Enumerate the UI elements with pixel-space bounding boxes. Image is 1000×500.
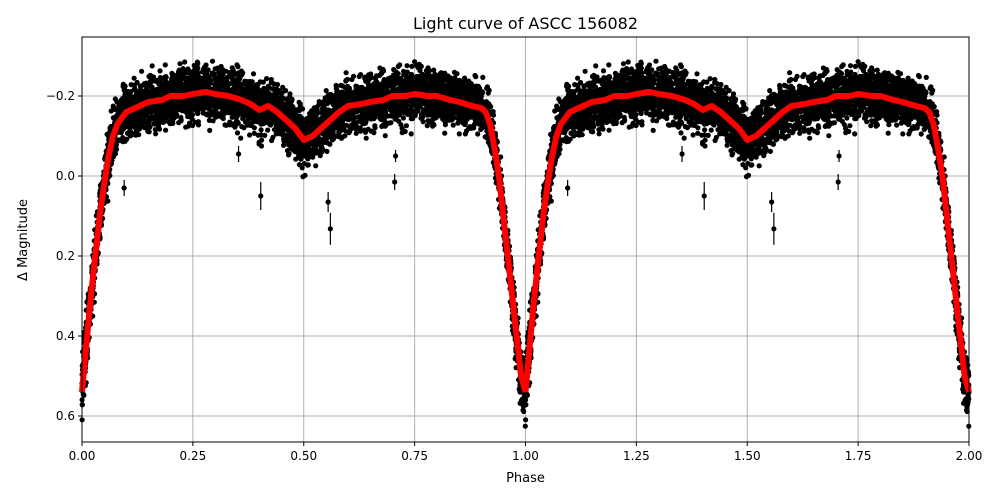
observation-point: [831, 120, 838, 126]
observation-point: [490, 109, 496, 115]
observation-point: [826, 133, 832, 139]
observation-point: [288, 144, 294, 150]
observation-point: [234, 130, 241, 136]
observation-point: [678, 130, 684, 136]
observation-point: [285, 152, 292, 158]
observation-point: [667, 74, 674, 81]
observation-point: [417, 68, 423, 74]
observation-point: [625, 59, 631, 65]
observation-point: [847, 63, 854, 69]
observation-point: [372, 75, 378, 81]
observation-point: [180, 66, 186, 72]
observation-point: [756, 163, 762, 169]
observation-point: [480, 74, 486, 80]
observation-point: [431, 67, 437, 73]
observation-point: [132, 86, 138, 92]
observation-point: [895, 69, 901, 75]
observation-point: [600, 126, 606, 132]
observation-point: [194, 59, 200, 65]
observation-point: [349, 76, 355, 83]
observation-point: [724, 142, 730, 148]
observation-point: [801, 72, 807, 78]
observation-point: [622, 117, 628, 123]
observation-point: [638, 59, 644, 65]
observation-point: [456, 131, 462, 137]
observation-point: [313, 163, 319, 169]
observation-point: [624, 66, 630, 72]
chart-title: Light curve of ASCC 156082: [413, 14, 638, 33]
observation-point: [404, 63, 410, 69]
observation-point: [399, 130, 405, 136]
observation-point: [860, 68, 867, 74]
observation-point: [712, 137, 718, 144]
observation-point: [843, 130, 849, 136]
observation-point: [182, 59, 188, 65]
observation-point: [363, 135, 369, 141]
observation-point: [748, 156, 754, 162]
observation-point: [124, 136, 130, 142]
observation-point: [178, 117, 184, 123]
observation-point: [792, 76, 799, 83]
observation-point: [451, 69, 457, 75]
observation-point: [301, 160, 307, 167]
observation-point: [745, 160, 751, 167]
observation-point: [478, 126, 484, 132]
observation-point: [923, 74, 929, 80]
observation-point: [388, 120, 394, 126]
observation-point: [909, 79, 916, 85]
observation-point: [224, 74, 230, 81]
observation-point: [596, 131, 602, 137]
observation-point: [731, 144, 738, 150]
observation-point: [900, 131, 906, 137]
observation-point: [729, 152, 735, 158]
observation-point: [921, 126, 927, 132]
observation-point: [816, 75, 822, 81]
observation-point: [269, 137, 275, 144]
observation-point: [654, 118, 660, 124]
observation-point: [207, 127, 213, 133]
observation-point: [934, 109, 940, 115]
observation-point: [382, 133, 388, 139]
observation-point: [575, 86, 581, 92]
observation-point: [153, 131, 159, 137]
observation-point: [156, 126, 163, 132]
observation-point: [358, 72, 364, 78]
observation-point: [209, 58, 216, 64]
observation-point: [305, 156, 311, 162]
observation-point: [162, 62, 168, 68]
observation-point: [466, 79, 472, 85]
observation-point: [874, 67, 880, 73]
observation-point: [567, 136, 573, 142]
observation-point: [650, 127, 656, 133]
observation-point: [807, 135, 813, 141]
observation-point: [281, 142, 287, 148]
observation-point: [653, 58, 659, 64]
observation-point: [210, 118, 216, 124]
observation-point: [606, 62, 612, 68]
